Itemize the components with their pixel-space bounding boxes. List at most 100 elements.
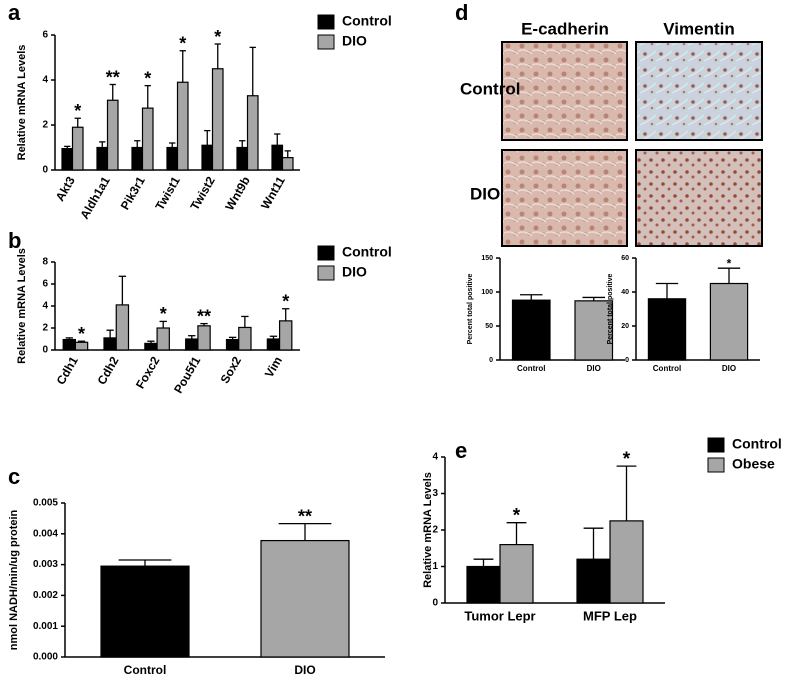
y-tick-label: 1 [432, 561, 438, 572]
y-tick-label: 0.002 [33, 590, 58, 601]
bar [144, 342, 158, 351]
x-tick-label: Akt3 [53, 174, 78, 204]
bar [74, 341, 89, 351]
y-axis-label: Percent total positive [467, 273, 474, 344]
y-axis-label: Relative mRNA Levels [16, 248, 28, 364]
y-tick-label: 150 [481, 255, 493, 262]
y-tick-label: 4 [42, 301, 48, 312]
column-title: E-cadherin [521, 19, 609, 38]
y-tick-label: 4 [42, 75, 48, 86]
micrograph [501, 149, 628, 247]
significance: * [144, 68, 151, 88]
y-tick-label: 0.005 [33, 498, 58, 509]
legend-swatch [707, 437, 725, 453]
chart: Percent total positive 0 20 40 60 Control DIO * [607, 255, 760, 373]
panel-letter: d [455, 0, 468, 25]
y-tick-label: 6 [42, 279, 48, 290]
y-tick-label: 0 [42, 165, 48, 176]
micrographs: d E-cadherin Vimentin Control DIO [455, 0, 763, 247]
legend-swatch [707, 457, 725, 473]
chart: a Relative mRNA Levels 0 2 4 6 Akt3 Aldh1a1 Pik3… [8, 0, 392, 222]
x-tick-label: Cdh1 [54, 354, 81, 387]
x-tick-label: Pou5f1 [171, 354, 203, 396]
bar [185, 338, 199, 351]
bar [266, 338, 281, 351]
bar [62, 338, 77, 351]
significance: * [513, 506, 521, 527]
bar [499, 543, 534, 604]
legend-swatch [317, 34, 335, 50]
significance: * [214, 27, 221, 47]
bar [100, 565, 190, 658]
significance: * [74, 101, 81, 121]
bar [131, 146, 144, 171]
bar [260, 539, 350, 658]
x-tick-label: Cdh2 [94, 354, 121, 387]
legend-label: Control [732, 436, 782, 452]
bar [141, 107, 154, 171]
bar [103, 337, 117, 351]
chart: Percent total positive 0 50 100 150 Control DI… [467, 255, 625, 373]
x-tick-label: Wnt11 [258, 174, 288, 212]
y-tick-label: 4 [432, 452, 438, 463]
micrograph [635, 149, 763, 247]
y-axis-label: Relative mRNA Levels [16, 45, 28, 161]
y-tick-label: 0.000 [33, 652, 58, 663]
significance: * [623, 449, 631, 470]
bar [201, 144, 214, 171]
bar [709, 282, 749, 361]
x-tick-label: MFP Lep [583, 608, 637, 623]
y-tick-label: 0.001 [33, 621, 58, 632]
y-tick-label: 6 [42, 30, 48, 41]
x-tick-label: Tumor Lepr [464, 608, 535, 623]
bar [647, 298, 687, 361]
bar [211, 68, 224, 171]
y-tick-label: 40 [621, 289, 629, 296]
bar [466, 565, 501, 604]
x-tick-label: Wnt9b [222, 174, 252, 213]
y-tick-label: 8 [42, 257, 48, 268]
panel-letter: c [8, 464, 20, 489]
micrograph [635, 41, 763, 141]
x-tick-label: Sox2 [218, 354, 245, 386]
y-tick-label: 50 [485, 323, 493, 330]
y-tick-label: 3 [432, 488, 438, 499]
x-tick-label: Twist2 [187, 174, 218, 213]
bar [609, 520, 644, 604]
x-tick-label: Vim [262, 354, 285, 380]
y-tick-label: 60 [621, 255, 629, 262]
x-tick-label: Pik3r1 [118, 174, 148, 212]
y-tick-label: 20 [621, 323, 629, 330]
y-tick-label: 0 [42, 345, 48, 356]
legend-swatch [317, 245, 335, 261]
significance: * [160, 304, 167, 324]
significance: ** [106, 67, 120, 87]
significance: ** [298, 506, 312, 526]
x-tick-label: DIO [722, 364, 736, 373]
x-tick-label: DIO [587, 364, 601, 373]
chart: e Relative mRNA Levels 0 1 2 3 4 Tumor Lepr MFP … [422, 436, 782, 624]
y-axis-label: Percent total positive [607, 273, 614, 344]
bar [71, 126, 84, 171]
legend-label: Obese [732, 456, 775, 472]
panel-letter: b [8, 228, 21, 253]
bar [576, 558, 611, 604]
legend-label: Control [342, 244, 392, 260]
y-axis-label: Relative mRNA Levels [422, 472, 434, 588]
row-label: Control [460, 79, 520, 98]
significance: * [727, 256, 732, 270]
bar [511, 299, 551, 361]
chart: c nmol NADH/min/ug protein 0.000 0.001 0.002… [8, 464, 385, 676]
legend-label: DIO [342, 33, 367, 49]
bar [271, 144, 284, 171]
column-title: Vimentin [663, 19, 734, 38]
legend-swatch [317, 265, 335, 281]
legend-label: Control [342, 13, 392, 29]
legend-label: DIO [342, 264, 367, 280]
significance: * [179, 34, 186, 54]
bar [236, 146, 249, 171]
y-tick-label: 0 [625, 357, 629, 364]
bar [61, 148, 74, 171]
